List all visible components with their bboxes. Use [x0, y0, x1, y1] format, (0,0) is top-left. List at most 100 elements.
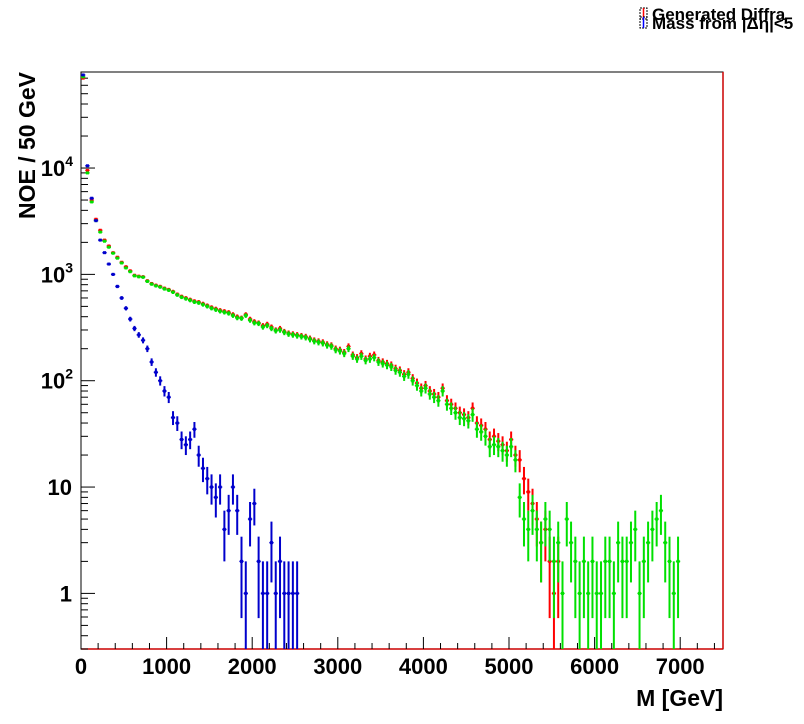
data-point [205, 304, 210, 309]
data-point [496, 438, 501, 458]
data-point [658, 494, 664, 535]
x-tick-label: 1000 [142, 654, 191, 679]
data-point [115, 284, 120, 289]
data-point [586, 561, 591, 649]
data-point [115, 256, 120, 260]
y-tick-label: 104 [41, 153, 73, 181]
data-point [479, 424, 484, 441]
data-point [547, 510, 552, 562]
x-axis-title: M [GeV] [636, 685, 723, 711]
data-point [256, 321, 261, 327]
data-point [149, 358, 154, 366]
data-point [367, 355, 373, 363]
x-tick-label: 2000 [228, 654, 277, 679]
data-point [235, 315, 240, 321]
data-point [581, 536, 587, 619]
data-point [453, 406, 458, 420]
y-tick-labels: 1 10 102 103 104 [41, 153, 73, 606]
data-point [384, 361, 390, 370]
data-point [282, 561, 287, 649]
data-point [205, 466, 210, 495]
data-point [303, 334, 308, 341]
data-point [222, 510, 227, 562]
x-tick-label: 4000 [399, 654, 448, 679]
data-point [316, 339, 321, 346]
data-point [543, 501, 548, 547]
data-point [81, 75, 86, 79]
data-point [217, 474, 223, 505]
data-point [654, 501, 659, 547]
data-point [611, 561, 616, 649]
data-point [269, 325, 274, 332]
data-point [282, 329, 287, 336]
data-point [102, 239, 107, 243]
data-point [380, 359, 385, 368]
data-point [123, 266, 129, 270]
data-point [650, 510, 655, 562]
data-point [474, 421, 480, 438]
data-point [256, 536, 261, 619]
data-point [85, 164, 90, 168]
data-point [269, 521, 274, 583]
x-tick-label: 5000 [485, 654, 534, 679]
data-point [376, 358, 381, 366]
axis-ticks [80, 71, 715, 650]
data-point [513, 450, 518, 473]
data-point [102, 251, 107, 255]
data-point [538, 521, 544, 583]
data-point [277, 536, 283, 619]
data-point [243, 313, 248, 318]
x-tick-labels: 0 1000 2000 3000 4000 5000 6000 7000 [75, 654, 705, 679]
data-point [299, 333, 304, 340]
data-point [564, 501, 569, 547]
data-point [136, 332, 141, 338]
data-point [372, 354, 377, 362]
data-point [145, 279, 150, 283]
data-point [594, 561, 599, 649]
data-point [423, 383, 428, 394]
data-point [145, 345, 150, 353]
data-point [192, 421, 197, 438]
data-point [431, 391, 437, 404]
data-point [324, 342, 330, 349]
data-point [230, 474, 236, 505]
data-point [209, 306, 214, 311]
data-point [273, 328, 278, 334]
data-point [166, 391, 171, 404]
data-point [106, 245, 111, 249]
data-point [132, 274, 137, 278]
data-point [410, 376, 415, 386]
data-point [123, 306, 129, 311]
data-point [350, 352, 355, 360]
data-point [98, 230, 103, 234]
data-point [633, 510, 638, 562]
data-point [89, 196, 94, 200]
data-point [620, 536, 625, 619]
data-point [89, 200, 94, 204]
data-point [217, 309, 223, 314]
data-point [188, 431, 193, 450]
data-point [85, 168, 90, 172]
data-point [170, 290, 176, 294]
data-point [354, 355, 360, 363]
data-point [162, 287, 167, 291]
data-point [119, 296, 124, 300]
data-point [577, 561, 582, 649]
data-point [166, 288, 171, 292]
data-point [419, 386, 424, 397]
data-point [209, 474, 214, 505]
data-point [179, 295, 184, 300]
data-point [98, 238, 103, 242]
data-point [628, 521, 634, 583]
data-point [483, 428, 488, 446]
data-point [568, 521, 574, 583]
data-point [119, 261, 124, 265]
data-point [149, 282, 154, 286]
data-point [509, 438, 514, 458]
y-tick-label: 1 [60, 581, 72, 606]
data-point [526, 478, 531, 511]
data-point [342, 350, 347, 358]
y-axis-title: NOE / 50 GeV [14, 71, 40, 219]
data-point [85, 171, 90, 175]
